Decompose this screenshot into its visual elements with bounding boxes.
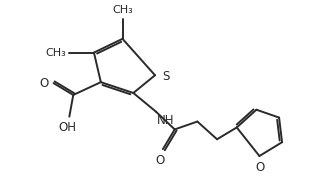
Text: O: O [39,77,49,90]
Text: O: O [256,161,265,174]
Text: CH₃: CH₃ [112,5,133,15]
Text: OH: OH [58,121,77,134]
Text: NH: NH [157,114,174,127]
Text: O: O [155,154,165,167]
Text: S: S [162,70,169,83]
Text: CH₃: CH₃ [46,48,66,58]
